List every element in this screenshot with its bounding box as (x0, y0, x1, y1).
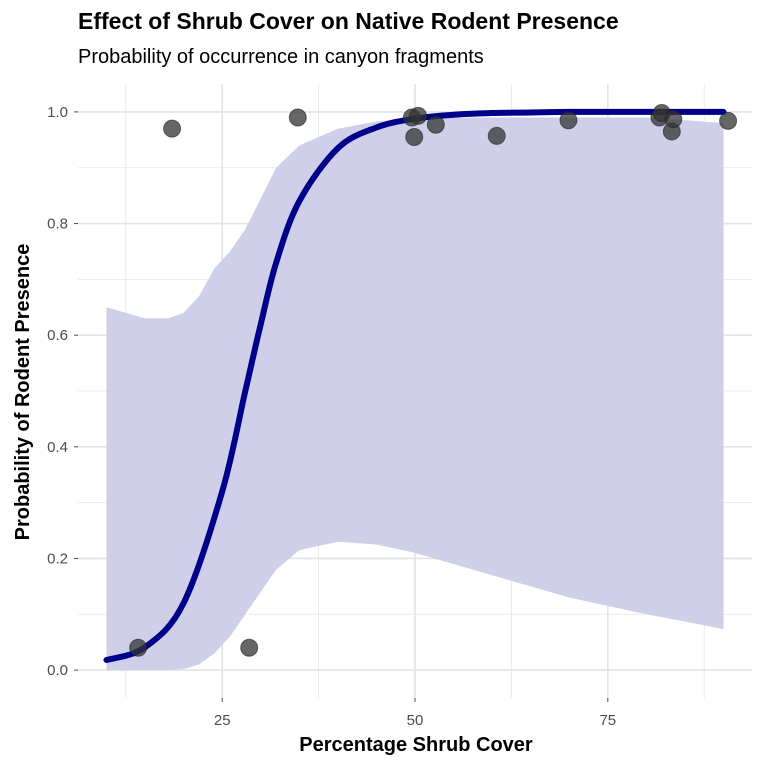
x-tick-label: 50 (407, 712, 424, 729)
y-tick-label: 1.0 (47, 104, 68, 121)
data-point (163, 119, 182, 138)
y-axis-ticks: 0.0 0.2 0.4 0.6 0.8 1.0 (47, 104, 78, 679)
x-tick-label: 25 (214, 712, 231, 729)
fit-curve-line (103, 108, 727, 663)
x-axis-title: Percentage Shrub Cover (299, 734, 533, 756)
chart-subtitle: Probability of occurrence in canyon frag… (78, 46, 484, 68)
data-point (405, 128, 424, 147)
data-point (129, 638, 148, 657)
data-point (409, 106, 428, 125)
y-axis-title: Probability of Rodent Presence (12, 244, 34, 541)
data-point (664, 110, 683, 129)
y-tick-label: 0.0 (47, 662, 68, 679)
data-point (240, 638, 259, 657)
data-points (129, 104, 738, 657)
x-tick-label: 75 (599, 712, 616, 729)
data-point (487, 126, 506, 145)
y-tick-label: 0.4 (47, 439, 68, 456)
data-point (719, 111, 738, 130)
chart-title: Effect of Shrub Cover on Native Rodent P… (78, 8, 619, 34)
y-tick-label: 0.6 (47, 327, 68, 344)
confidence-band (106, 117, 724, 671)
data-point (288, 108, 307, 127)
x-axis-ticks: 25 50 75 (214, 698, 616, 729)
data-point (559, 111, 578, 130)
y-tick-label: 0.2 (47, 550, 68, 567)
data-point (426, 115, 445, 134)
y-tick-label: 0.8 (47, 216, 68, 233)
